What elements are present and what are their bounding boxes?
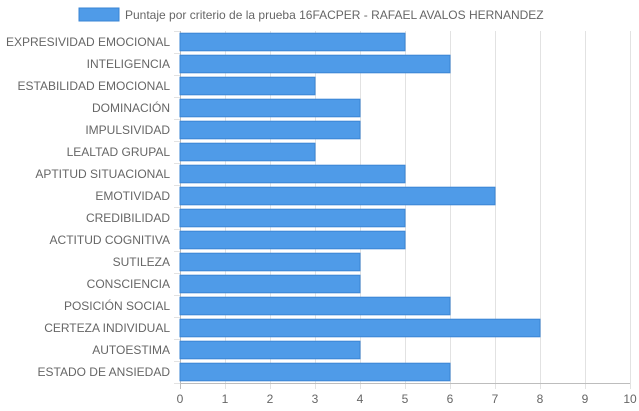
x-tick-labels: 0 1 2 3 4 5 6 7 8 9 10	[177, 392, 637, 406]
category-label: CERTEZA INDIVIDUAL	[44, 321, 170, 335]
x-tick-label: 7	[492, 392, 499, 406]
x-tick-label: 0	[177, 392, 184, 406]
bar[interactable]	[179, 318, 541, 338]
bar[interactable]	[179, 252, 361, 272]
bar[interactable]	[179, 32, 406, 52]
category-label: APTITUD SITUACIONAL	[35, 167, 170, 181]
category-label: LEALTAD GRUPAL	[67, 145, 171, 159]
x-tick-label: 4	[357, 392, 364, 406]
category-label: ACTITUD COGNITIVA	[50, 233, 170, 247]
category-label: AUTOESTIMA	[92, 343, 170, 357]
category-label: CONSCIENCIA	[87, 277, 170, 291]
category-label: DOMINACIÓN	[92, 100, 170, 115]
bar[interactable]	[179, 296, 451, 316]
category-labels: EXPRESIVIDAD EMOCIONAL INTELIGENCIA ESTABI…	[6, 35, 170, 379]
category-label: EMOTIVIDAD	[95, 189, 170, 203]
bars-group	[179, 32, 541, 382]
bar[interactable]	[179, 164, 406, 184]
bar[interactable]	[179, 274, 361, 294]
bar[interactable]	[179, 142, 316, 162]
bar[interactable]	[179, 98, 361, 118]
category-label: INTELIGENCIA	[87, 57, 170, 71]
x-tick-label: 9	[582, 392, 589, 406]
x-tick-label: 1	[222, 392, 229, 406]
category-label: ESTADO DE ANSIEDAD	[38, 365, 171, 379]
bar[interactable]	[179, 186, 496, 206]
x-tick-label: 2	[267, 392, 274, 406]
bar[interactable]	[179, 208, 406, 228]
x-tick-label: 3	[312, 392, 319, 406]
x-tick-label: 6	[447, 392, 454, 406]
bar[interactable]	[179, 362, 451, 382]
x-tick-label: 5	[402, 392, 409, 406]
legend-swatch[interactable]	[78, 7, 120, 22]
legend-label[interactable]: Puntaje por criterio de la prueba 16FACP…	[125, 8, 544, 22]
legend[interactable]: Puntaje por criterio de la prueba 16FACP…	[78, 7, 544, 22]
bar[interactable]	[179, 120, 361, 140]
category-label: POSICIÓN SOCIAL	[64, 298, 170, 313]
bar[interactable]	[179, 230, 406, 250]
category-label: CREDIBILIDAD	[86, 211, 170, 225]
category-label: ESTABILIDAD EMOCIONAL	[18, 79, 171, 93]
category-label: SUTILEZA	[113, 255, 170, 269]
bar[interactable]	[179, 340, 361, 360]
bar[interactable]	[179, 54, 451, 74]
x-tick-label: 8	[537, 392, 544, 406]
category-label: EXPRESIVIDAD EMOCIONAL	[6, 35, 170, 49]
x-tick-label: 10	[623, 392, 637, 406]
category-label: IMPULSIVIDAD	[85, 123, 170, 137]
bar[interactable]	[179, 76, 316, 96]
